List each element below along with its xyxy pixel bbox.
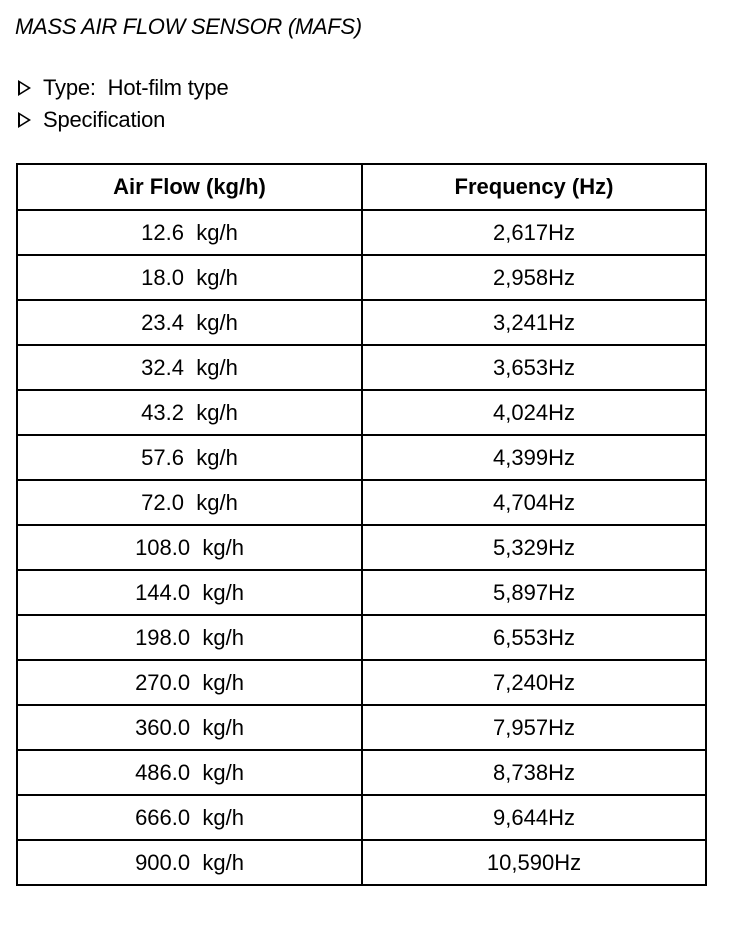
air-flow-cell: 57.6 kg/h <box>16 434 363 481</box>
table-row: 32.4 kg/h 3,653Hz <box>16 344 707 391</box>
air-flow-cell: 486.0 kg/h <box>16 749 363 796</box>
table-row: 270.0 kg/h 7,240Hz <box>16 659 707 706</box>
air-flow-cell: 72.0 kg/h <box>16 479 363 526</box>
frequency-cell: 3,653Hz <box>361 344 707 391</box>
spec-table: Air Flow (kg/h) Frequency (Hz) 12.6 kg/h… <box>16 163 707 886</box>
air-flow-cell: 198.0 kg/h <box>16 614 363 661</box>
table-header-row: Air Flow (kg/h) Frequency (Hz) <box>16 163 707 211</box>
table-row: 108.0 kg/h 5,329Hz <box>16 524 707 571</box>
page-title: MASS AIR FLOW SENSOR (MAFS) <box>15 14 362 39</box>
table-row: 43.2 kg/h 4,024Hz <box>16 389 707 436</box>
bullet-text: Specification <box>43 107 166 132</box>
frequency-cell: 2,958Hz <box>361 254 707 301</box>
air-flow-cell: 360.0 kg/h <box>16 704 363 751</box>
frequency-cell: 4,704Hz <box>361 479 707 526</box>
triangle-right-outline-icon <box>18 80 31 96</box>
air-flow-cell: 270.0 kg/h <box>16 659 363 706</box>
frequency-cell: 7,240Hz <box>361 659 707 706</box>
table-row: 900.0 kg/h 10,590Hz <box>16 839 707 886</box>
frequency-cell: 9,644Hz <box>361 794 707 841</box>
bullet-text: Type: Hot-film type <box>43 75 229 100</box>
air-flow-cell: 12.6 kg/h <box>16 209 363 256</box>
table-row: 144.0 kg/h 5,897Hz <box>16 569 707 616</box>
frequency-cell: 6,553Hz <box>361 614 707 661</box>
air-flow-cell: 666.0 kg/h <box>16 794 363 841</box>
table-row: 666.0 kg/h 9,644Hz <box>16 794 707 841</box>
table-row: 57.6 kg/h 4,399Hz <box>16 434 707 481</box>
frequency-cell: 2,617Hz <box>361 209 707 256</box>
air-flow-cell: 18.0 kg/h <box>16 254 363 301</box>
header-air-flow: Air Flow (kg/h) <box>16 163 363 211</box>
table-row: 360.0 kg/h 7,957Hz <box>16 704 707 751</box>
frequency-cell: 5,897Hz <box>361 569 707 616</box>
frequency-cell: 5,329Hz <box>361 524 707 571</box>
frequency-cell: 4,399Hz <box>361 434 707 481</box>
table-row: 198.0 kg/h 6,553Hz <box>16 614 707 661</box>
frequency-cell: 3,241Hz <box>361 299 707 346</box>
frequency-cell: 8,738Hz <box>361 749 707 796</box>
air-flow-cell: 23.4 kg/h <box>16 299 363 346</box>
table-row: 72.0 kg/h 4,704Hz <box>16 479 707 526</box>
table-row: 12.6 kg/h 2,617Hz <box>16 209 707 256</box>
header-frequency: Frequency (Hz) <box>361 163 707 211</box>
triangle-right-outline-icon <box>18 112 31 128</box>
air-flow-cell: 43.2 kg/h <box>16 389 363 436</box>
frequency-cell: 7,957Hz <box>361 704 707 751</box>
table-row: 18.0 kg/h 2,958Hz <box>16 254 707 301</box>
bullet-type: Type: Hot-film type <box>18 75 229 101</box>
frequency-cell: 10,590Hz <box>361 839 707 886</box>
bullet-specification: Specification <box>18 107 165 133</box>
table-row: 486.0 kg/h 8,738Hz <box>16 749 707 796</box>
frequency-cell: 4,024Hz <box>361 389 707 436</box>
table-row: 23.4 kg/h 3,241Hz <box>16 299 707 346</box>
air-flow-cell: 144.0 kg/h <box>16 569 363 616</box>
air-flow-cell: 32.4 kg/h <box>16 344 363 391</box>
air-flow-cell: 900.0 kg/h <box>16 839 363 886</box>
air-flow-cell: 108.0 kg/h <box>16 524 363 571</box>
